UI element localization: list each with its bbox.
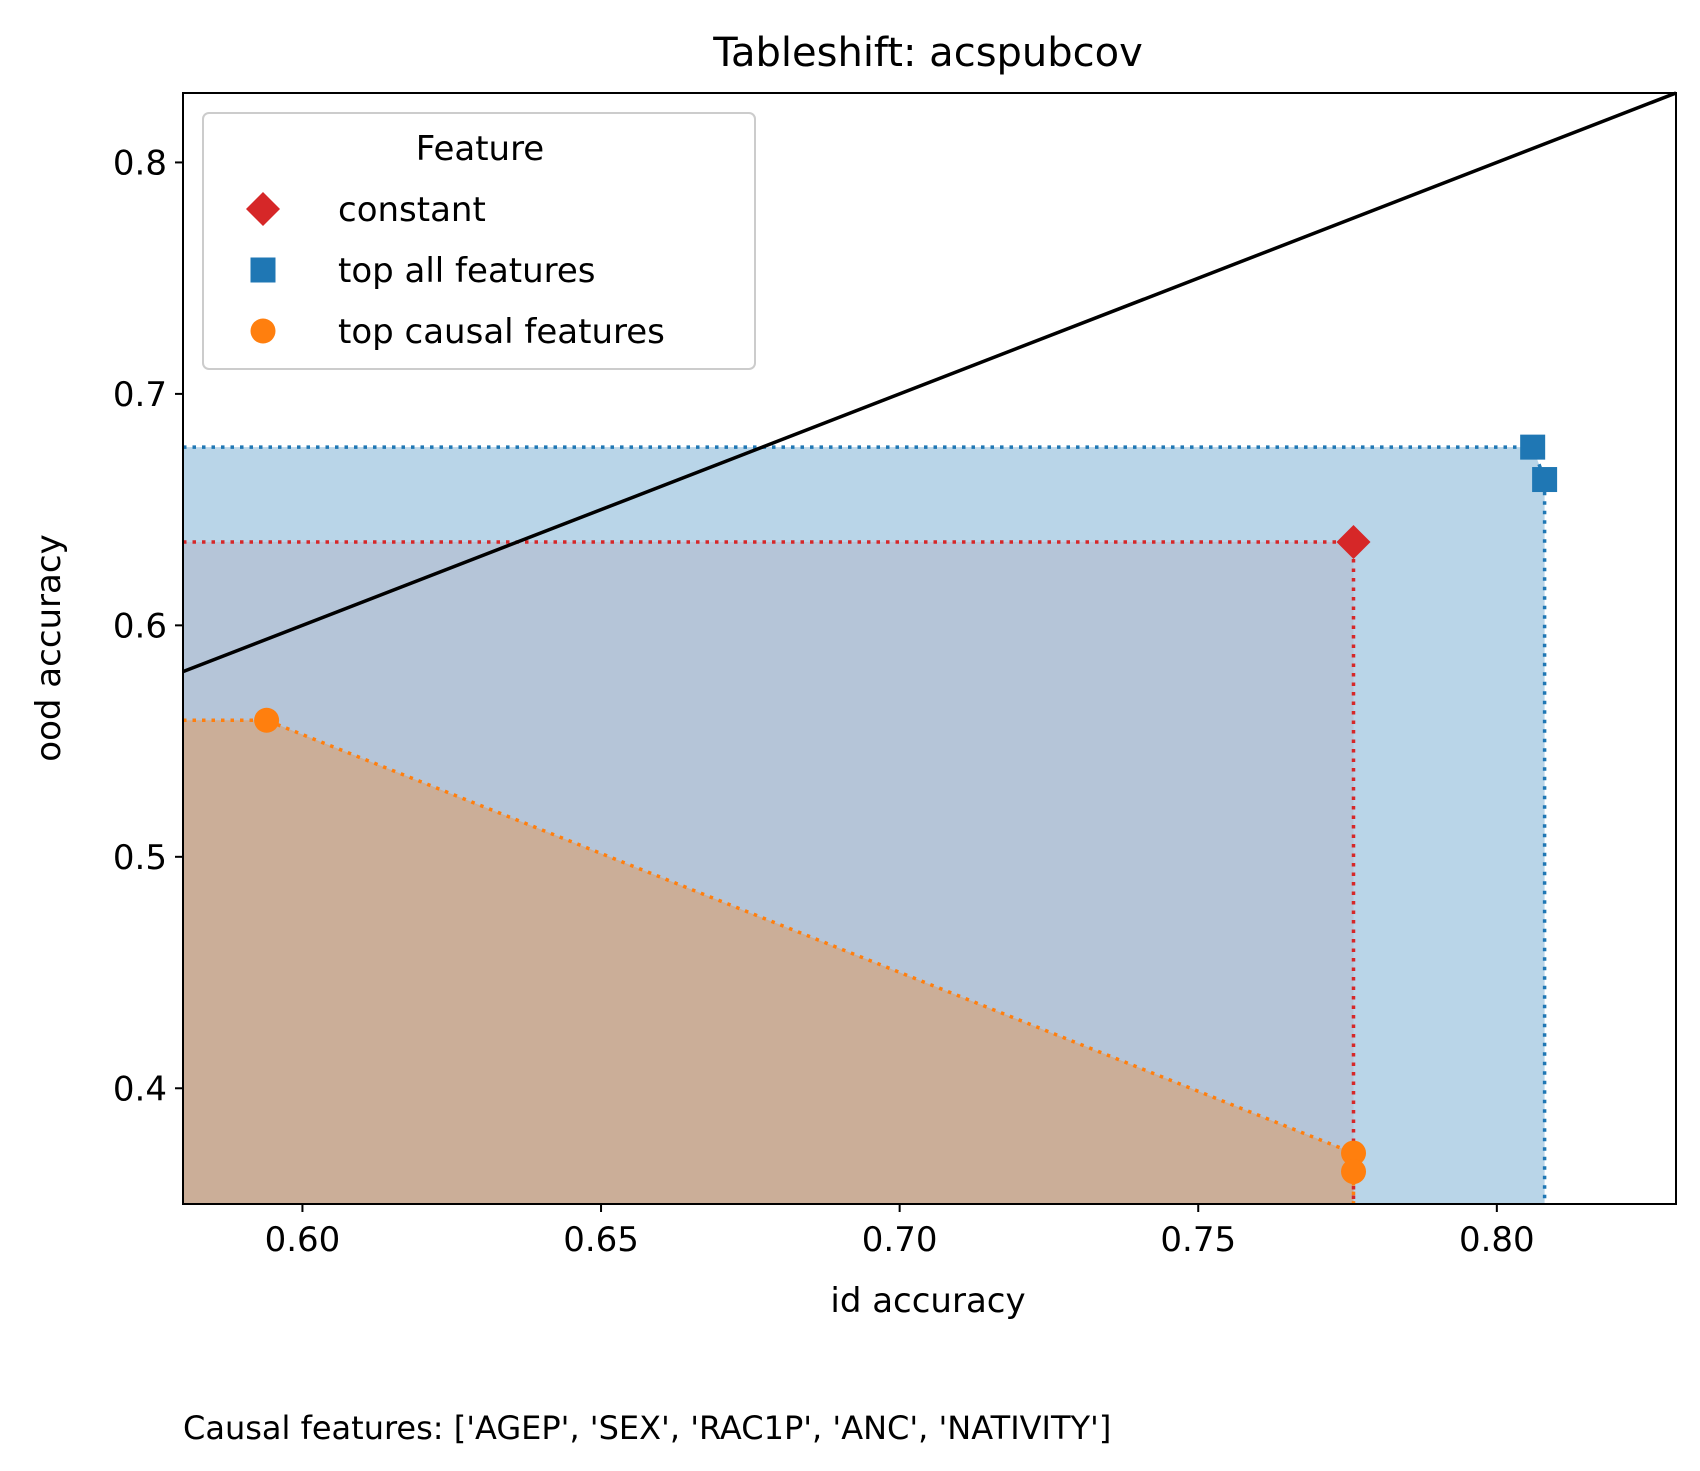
top-all-features-frontier [183,445,1547,1204]
x-tick-label: 0.80 [1459,1220,1535,1260]
diagonal-reference-line [182,91,1677,674]
marker-layer [254,434,1558,1185]
axis-layer: 0.60 0.65 0.70 0.75 0.80 0.4 0.5 0.6 0.7 0.8 [113,143,1535,1260]
top-causal-features-region [183,720,1354,1204]
frontier-shade-layer [183,447,1545,1205]
legend: Feature constant top all features top caus… [202,112,756,370]
constant-point-1 [1336,525,1371,560]
y-tick-label: 0.7 [113,375,167,415]
legend-box [202,112,756,370]
x-axis-label: id accuracy [830,1281,1025,1321]
legend-marker-constant [246,192,280,226]
legend-label-top-all-features: top all features [338,251,596,291]
legend-label-constant: constant [338,190,486,230]
legend-marker-top-all-features [250,257,276,283]
y-tick-label: 0.6 [113,606,167,646]
top-causal-features-point-3 [1341,1159,1367,1185]
x-tick-label: 0.65 [563,1220,639,1260]
chart-title: Tableshift: acspubcov [712,30,1143,76]
y-axis-label: ood accuracy [29,534,69,761]
legend-title: Feature [416,129,544,169]
causal-features-footnote: Causal features: ['AGEP', 'SEX', 'RAC1P'… [183,1409,1111,1447]
x-tick-label: 0.75 [1160,1220,1236,1260]
plot-frame [182,92,1677,1205]
legend-label-top-causal-features: top causal features [338,312,665,352]
x-tick-label: 0.60 [265,1220,341,1260]
y-tick-label: 0.5 [113,838,167,878]
y-tick-label: 0.4 [113,1069,167,1109]
top-all-features-point-2 [1532,467,1558,493]
x-tick-label: 0.70 [862,1220,938,1260]
legend-entries: constant top all features top causal featu… [246,190,665,352]
y-tick-label: 0.8 [113,143,167,183]
top-all-features-point-1 [1520,434,1546,460]
top-causal-features-point-2 [1341,1140,1367,1166]
top-causal-features-point-1 [254,707,280,733]
legend-marker-top-causal-features [250,318,276,344]
